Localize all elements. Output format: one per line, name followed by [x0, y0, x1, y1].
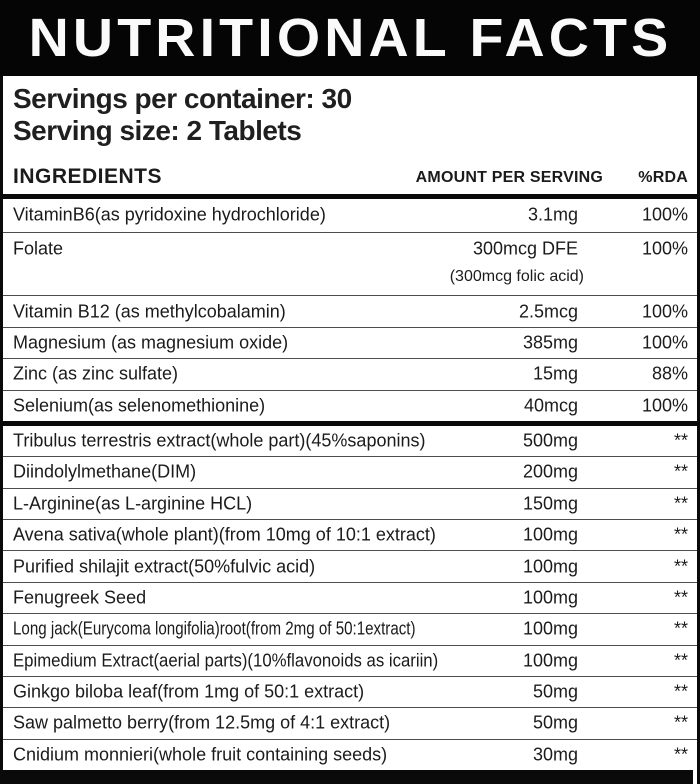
ingredient-rda: **	[673, 618, 688, 639]
ingredient-name: Magnesium (as magnesium oxide)	[13, 332, 289, 353]
bottom-bar	[3, 770, 693, 784]
ingredient-name: Zinc (as zinc sulfate)	[13, 363, 179, 384]
ingredient-rda: **	[673, 524, 688, 545]
table-row: Long jack(Eurycoma longifolia)root(from …	[3, 614, 697, 646]
title-bar: NUTRITIONAL FACTS	[0, 0, 700, 76]
ingredient-name: Avena sativa(whole plant)(from 10mg of 1…	[13, 524, 436, 545]
table-row: Magnesium (as magnesium oxide) 385mg 100…	[3, 328, 697, 360]
ingredient-amount: 100mg	[522, 556, 578, 577]
table-row: Purified shilajit extract(50%fulvic acid…	[3, 551, 697, 583]
ingredient-rda: **	[673, 430, 688, 451]
ingredient-amount-note: (300mcg folic acid)	[449, 267, 584, 285]
ingredient-rda: **	[673, 650, 688, 671]
ingredient-rda: 100%	[641, 395, 688, 416]
column-header-ingredients: INGREDIENTS	[13, 165, 163, 188]
ingredient-amount: 15mg	[532, 363, 578, 384]
table-row: L-Arginine(as L-arginine HCL) 150mg **	[3, 489, 697, 521]
column-header-rda: %RDA	[638, 169, 688, 186]
table-row: Diindolylmethane(DIM) 200mg **	[3, 457, 697, 489]
ingredient-rda: **	[673, 587, 688, 608]
ingredient-name: Fenugreek Seed	[13, 587, 147, 608]
ingredient-name: Cnidium monnieri(whole fruit containing …	[13, 744, 388, 765]
ingredient-name: Epimedium Extract(aerial parts)(10%flavo…	[13, 650, 439, 671]
ingredient-name: Folate	[13, 238, 64, 259]
column-header-amount-per-serving: AMOUNT PER SERVING	[415, 169, 603, 186]
ingredient-amount: 30mg	[532, 744, 578, 765]
ingredient-amount: 500mg	[522, 430, 578, 451]
ingredient-name: Vitamin B12 (as methylcobalamin)	[13, 301, 286, 322]
table-row: Avena sativa(whole plant)(from 10mg of 1…	[3, 520, 697, 552]
ingredient-amount: 40mcg	[523, 395, 578, 416]
table-row: Cnidium monnieri(whole fruit containing …	[3, 740, 697, 770]
ingredient-rda: **	[673, 744, 688, 765]
ingredient-name: Selenium(as selenomethionine)	[13, 395, 266, 416]
ingredient-rda: **	[673, 493, 688, 514]
ingredient-rda: 88%	[651, 363, 688, 384]
table-row: Fenugreek Seed 100mg **	[3, 583, 697, 615]
table-row: Folate 300mcg DFE 100% (300mcg folic aci…	[3, 233, 697, 297]
serving-info: Servings per container: 30 Serving size:…	[3, 76, 697, 146]
ingredient-amount: 100mg	[522, 524, 578, 545]
table-row: Selenium(as selenomethionine) 40mcg 100%	[3, 391, 697, 426]
table-row: Saw palmetto berry(from 12.5mg of 4:1 ex…	[3, 708, 697, 740]
header-divider-bar	[3, 194, 697, 199]
column-header-row: INGREDIENTS AMOUNT PER SERVING %RDA	[3, 146, 697, 194]
ingredient-amount: 100mg	[522, 618, 578, 639]
ingredient-rda: **	[673, 556, 688, 577]
ingredient-rda: 100%	[641, 238, 688, 259]
ingredient-rda: **	[673, 681, 688, 702]
table-row: Epimedium Extract(aerial parts)(10%flavo…	[3, 646, 697, 677]
ingredient-rda: **	[673, 461, 688, 482]
ingredient-rda: 100%	[641, 204, 688, 225]
table-row: Zinc (as zinc sulfate) 15mg 88%	[3, 359, 697, 391]
ingredient-name: Tribulus terrestris extract(whole part)(…	[13, 430, 426, 451]
ingredient-amount: 2.5mcg	[518, 301, 578, 322]
table-row: VitaminB6(as pyridoxine hydrochloride) 3…	[3, 199, 697, 233]
servings-per-container: Servings per container: 30	[13, 83, 352, 114]
ingredient-amount: 100mg	[522, 650, 578, 671]
ingredient-name: Saw palmetto berry(from 12.5mg of 4:1 ex…	[13, 712, 391, 733]
ingredient-name: Ginkgo biloba leaf(from 1mg of 50:1 extr…	[13, 681, 365, 702]
ingredient-amount: 300mcg DFE	[472, 238, 578, 259]
ingredient-name: Purified shilajit extract(50%fulvic acid…	[13, 556, 316, 577]
table-row: Tribulus terrestris extract(whole part)(…	[3, 426, 697, 458]
label-title: NUTRITIONAL FACTS	[28, 8, 672, 68]
ingredient-name: L-Arginine(as L-arginine HCL)	[13, 493, 253, 514]
ingredient-amount: 50mg	[532, 712, 578, 733]
ingredient-name: VitaminB6(as pyridoxine hydrochloride)	[13, 204, 326, 225]
ingredient-amount: 200mg	[522, 461, 578, 482]
ingredient-amount: 3.1mg	[527, 204, 578, 225]
ingredient-amount: 150mg	[522, 493, 578, 514]
table-row: Ginkgo biloba leaf(from 1mg of 50:1 extr…	[3, 677, 697, 709]
ingredient-rda: **	[673, 712, 688, 733]
ingredient-rda: 100%	[641, 301, 688, 322]
serving-size: Serving size: 2 Tablets	[13, 114, 302, 146]
ingredient-name: Diindolylmethane(DIM)	[13, 461, 197, 482]
ingredient-amount: 100mg	[522, 587, 578, 608]
ingredient-amount: 385mg	[522, 332, 578, 353]
label-body: Servings per container: 30 Serving size:…	[0, 76, 700, 784]
ingredients-table: VitaminB6(as pyridoxine hydrochloride) 3…	[3, 199, 697, 770]
ingredient-rda: 100%	[641, 332, 688, 353]
ingredient-amount: 50mg	[532, 681, 578, 702]
ingredient-name: Long jack(Eurycoma longifolia)root(from …	[13, 618, 416, 639]
table-row: Vitamin B12 (as methylcobalamin) 2.5mcg …	[3, 296, 697, 328]
